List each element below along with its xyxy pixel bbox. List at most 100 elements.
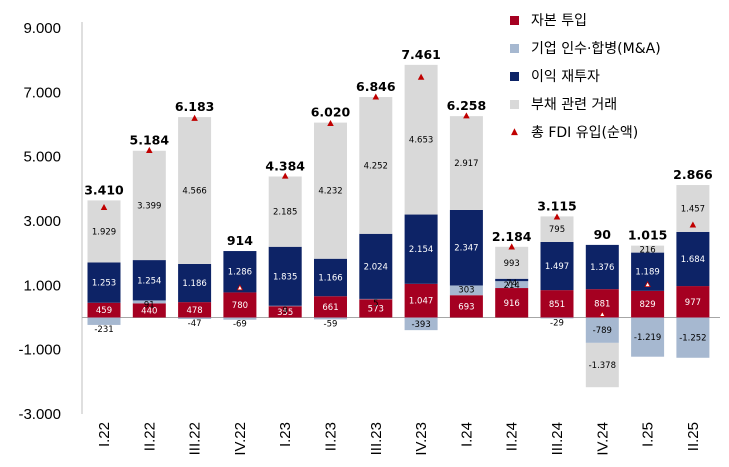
segment-label-equity: 780: [232, 301, 248, 311]
total-label: 3.410: [84, 182, 124, 197]
segment-label-debt: 993: [504, 259, 520, 269]
bar-segment-mna: [631, 317, 665, 357]
bar-segment-equity: [495, 288, 529, 318]
total-label: 1.015: [628, 228, 668, 243]
segment-label-mna: -47: [188, 319, 202, 329]
total-label: 914: [227, 233, 253, 248]
segment-label-equity: 661: [322, 303, 338, 313]
bar-segment-equity: [676, 286, 710, 318]
total-marker: [417, 73, 425, 80]
x-tick-label: I.23: [277, 422, 294, 447]
segment-label-reinvest: 1.286: [228, 268, 252, 278]
y-tick-label: -3.000: [18, 406, 61, 423]
segment-label-debt: 2.917: [454, 159, 478, 169]
x-tick-label: III.24: [549, 422, 566, 455]
bar-segment-mna: [132, 300, 166, 304]
segment-label-equity: 881: [594, 299, 610, 309]
bar-segment-reinvest: [449, 209, 483, 286]
bar-segment-debt: [631, 245, 665, 253]
segment-label-debt: 1.929: [92, 227, 116, 237]
total-label: 3.115: [537, 198, 577, 213]
bar-segment-equity: [631, 290, 665, 318]
bar-segment-reinvest: [495, 278, 529, 282]
segment-label-mna: -789: [593, 326, 612, 336]
bar-segment-debt: [359, 97, 393, 234]
bar-segment-mna: [223, 317, 257, 320]
bar-segment-mna: [87, 317, 121, 325]
segment-label-mna: -69: [233, 320, 247, 330]
x-tick-label: I.24: [458, 422, 475, 447]
segment-label-debt: 3.399: [137, 201, 161, 211]
bar-segment-debt: [314, 122, 347, 259]
segment-label-equity: 829: [639, 300, 655, 310]
segment-label-equity: 916: [504, 299, 520, 309]
bar-segment-debt: [268, 176, 302, 247]
total-marker: [599, 310, 606, 317]
x-tick-label: II.24: [504, 422, 521, 451]
total-label: 6.258: [447, 98, 487, 113]
total-marker: [463, 112, 470, 119]
bar-segment-equity: [314, 296, 347, 318]
segment-label-debt: 4.232: [318, 187, 342, 197]
bar-segment-reinvest: [540, 241, 574, 291]
segment-label-equity: 459: [96, 306, 112, 316]
bar-segment-mna: [359, 298, 393, 300]
total-marker: [281, 172, 289, 179]
total-label: 6.846: [356, 79, 396, 94]
segment-label-debt: 1.457: [681, 204, 705, 214]
total-label: 90: [594, 227, 612, 242]
segment-label-reinvest: 1.835: [273, 272, 297, 282]
segment-label-mna: 303: [458, 285, 474, 295]
total-label: 2.184: [492, 229, 532, 244]
legend-item-total: ▲ 총 FDI 유입(순액): [510, 118, 725, 146]
bar-segment-equity: [223, 292, 257, 318]
bar-segment-reinvest: [359, 233, 393, 299]
x-axis: I.22 II.22 III.22 IV.22 I.23 II.23 III.23 IV.23…: [96, 422, 702, 456]
total-marker: [327, 120, 334, 127]
segment-label-reinvest: 1.254: [137, 276, 161, 286]
segment-label-equity: 440: [141, 306, 157, 316]
segment-label-mna: -29: [550, 318, 564, 328]
bar-segment-reinvest: [87, 262, 121, 303]
y-tick-label: -1.000: [18, 342, 61, 359]
x-tick-label: IV.24: [594, 422, 611, 456]
segment-label-mna: -59: [324, 319, 338, 329]
legend-swatch-equity: [510, 15, 519, 25]
bar-segment-equity: [178, 302, 212, 318]
total-label: 2.866: [673, 167, 713, 182]
total-label: 5.184: [130, 133, 170, 148]
total-marker: [100, 203, 108, 211]
x-tick-label: III.22: [187, 422, 204, 455]
segment-label-equity: 977: [685, 298, 701, 308]
legend-swatch-mna: [510, 43, 519, 53]
total-marker: [146, 146, 153, 153]
legend-item-equity: 자본 투입: [510, 6, 725, 34]
segment-label-debt: 795: [549, 225, 565, 235]
segment-label-mna: -393: [411, 320, 430, 330]
segment-label-equity: 1.047: [409, 297, 433, 307]
bar-segment-reinvest: [585, 244, 619, 290]
triangle-marker-icon: ▲: [511, 126, 518, 137]
bar-segment-mna: [404, 317, 438, 331]
x-tick-label: III.23: [368, 422, 385, 455]
segment-label-equity: 851: [549, 300, 565, 310]
segment-label-mna: -1.219: [634, 333, 661, 343]
bar-segment-equity: [449, 295, 483, 318]
legend: 자본 투입 기업 인수·합병(M&A) 이익 재투자 부채 관련 거래 ▲ 총 …: [510, 6, 725, 146]
y-tick-label: 7.000: [23, 84, 61, 101]
bar-segment-mna: [495, 281, 529, 289]
segment-label-equity: 573: [368, 304, 384, 314]
segment-label-reinvest: 1.497: [545, 262, 569, 272]
bar-segment-mna: [676, 317, 710, 358]
y-tick-label: 5.000: [23, 149, 61, 166]
total-label: 4.384: [265, 158, 305, 173]
bar-segment-debt: [449, 116, 483, 210]
legend-item-debt: 부채 관련 거래: [510, 90, 725, 118]
total-marker: [508, 243, 515, 250]
segment-label-reinvest: 1.166: [318, 273, 342, 283]
y-tick-label: 1.000: [23, 277, 61, 294]
x-tick-label: II.25: [685, 422, 702, 451]
bar-segment-reinvest: [178, 263, 212, 303]
